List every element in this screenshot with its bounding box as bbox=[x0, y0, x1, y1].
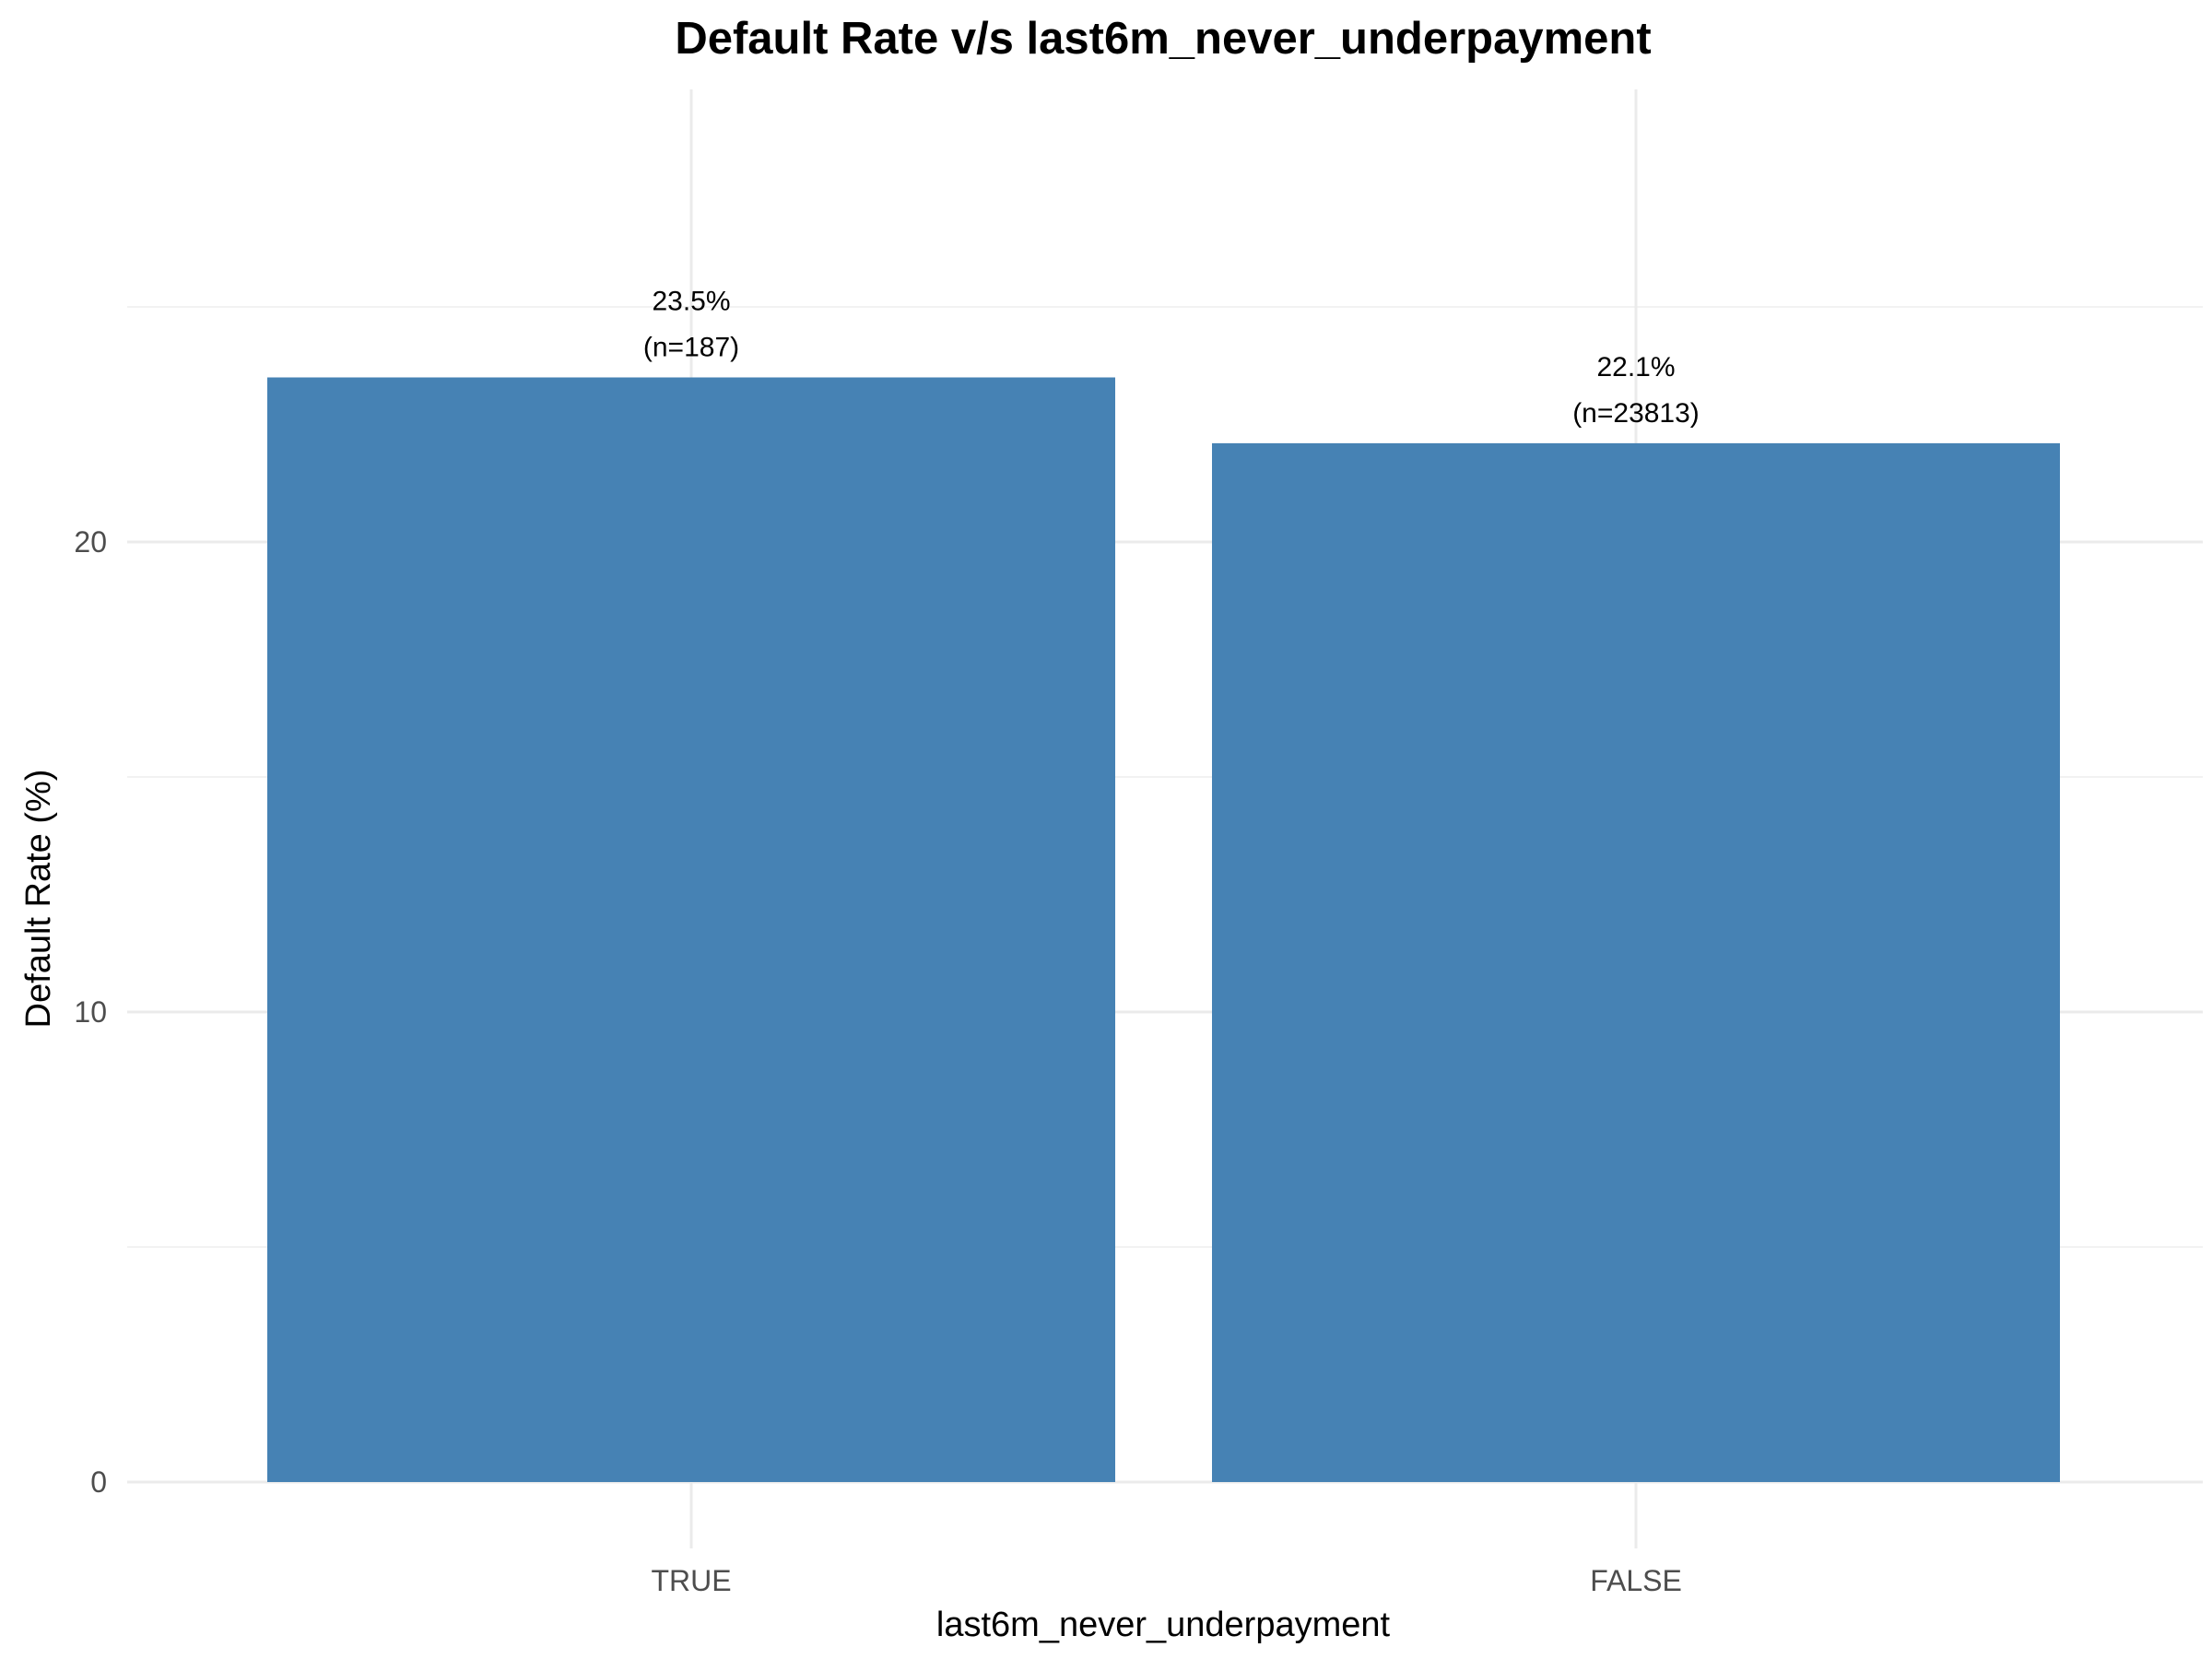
y-axis-ticks: 0 10 20 bbox=[74, 525, 107, 1499]
bar-false bbox=[1212, 442, 2060, 1482]
y-tick-label: 10 bbox=[74, 995, 107, 1029]
bar-value-label: 23.5% bbox=[652, 287, 730, 317]
x-axis-ticks: TRUE FALSE bbox=[651, 1564, 1681, 1597]
y-axis-title: Default Rate (%) bbox=[19, 770, 58, 1029]
bars-layer bbox=[267, 377, 2060, 1482]
y-tick-label: 20 bbox=[74, 525, 107, 559]
bar-count-label: (n=187) bbox=[643, 333, 739, 363]
bar-true bbox=[267, 377, 1115, 1482]
data-labels-layer: 23.5% (n=187) 22.1% (n=23813) bbox=[643, 287, 1700, 429]
y-tick-label: 0 bbox=[90, 1465, 107, 1499]
x-axis-title: last6m_never_underpayment bbox=[936, 1606, 1391, 1644]
x-tick-label: TRUE bbox=[651, 1564, 731, 1597]
chart-title: Default Rate v/s last6m_never_underpayme… bbox=[675, 14, 1651, 64]
x-tick-label: FALSE bbox=[1590, 1564, 1682, 1597]
bar-value-label: 22.1% bbox=[1596, 352, 1675, 382]
bar-count-label: (n=23813) bbox=[1572, 398, 1700, 429]
